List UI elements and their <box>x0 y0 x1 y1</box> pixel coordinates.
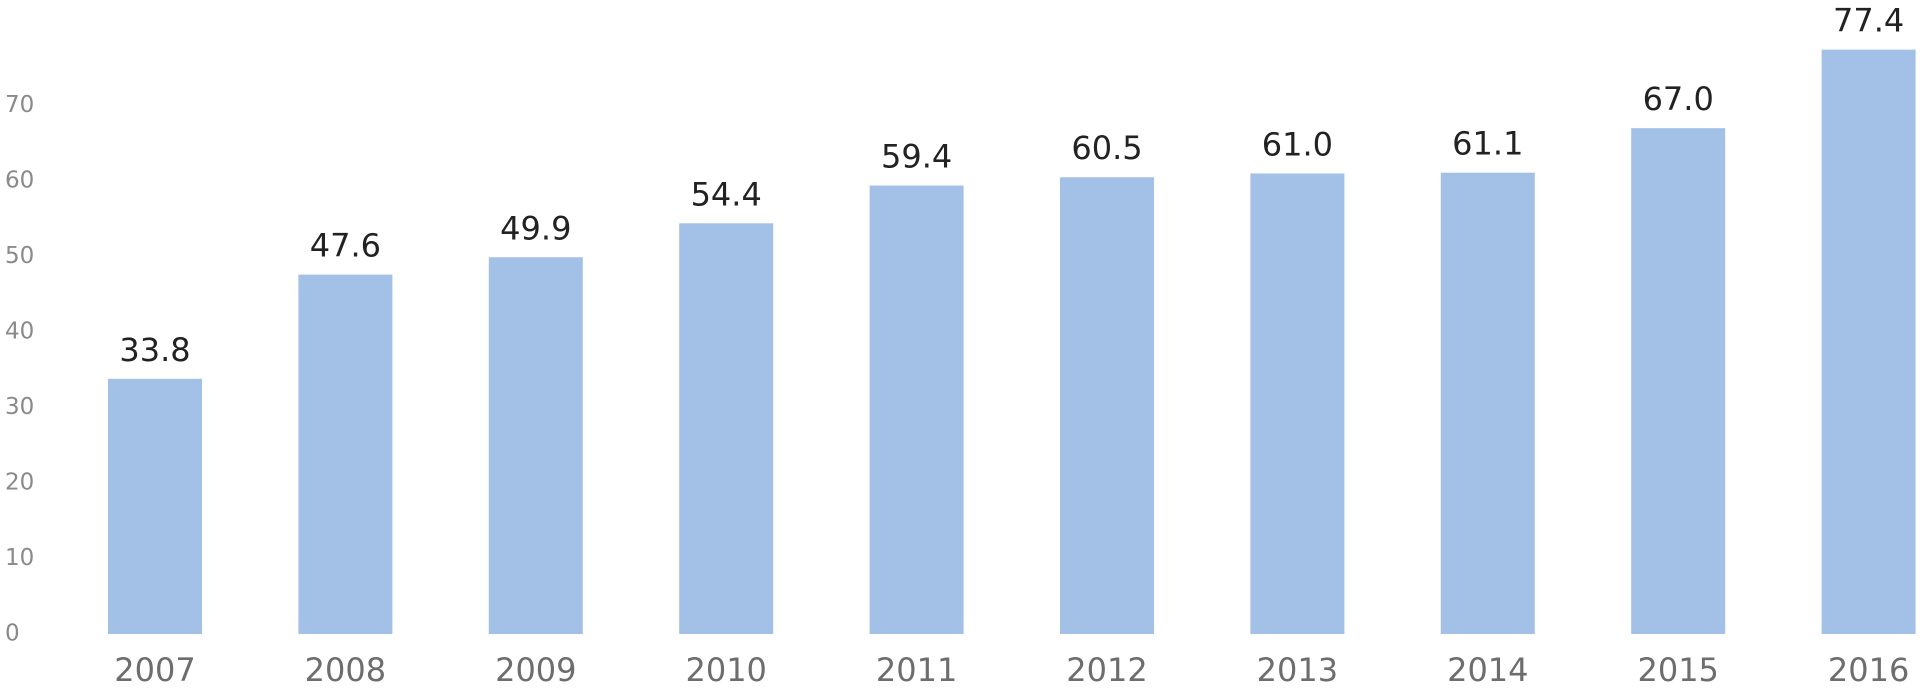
y-tick-label: 70 <box>5 92 34 118</box>
bar <box>1821 49 1916 634</box>
x-tick-label: 2011 <box>876 651 957 689</box>
bar <box>1060 177 1154 634</box>
y-tick-label: 40 <box>5 319 34 345</box>
y-tick-label: 10 <box>5 545 34 571</box>
bar <box>1631 128 1726 634</box>
value-label: 61.1 <box>1452 125 1523 163</box>
y-tick-label: 0 <box>5 621 20 647</box>
value-label: 67.0 <box>1643 80 1714 118</box>
bar <box>108 378 202 634</box>
value-label: 47.6 <box>310 227 381 265</box>
x-tick-label: 2012 <box>1066 651 1147 689</box>
x-tick-label: 2015 <box>1637 651 1718 689</box>
x-tick-label: 2014 <box>1447 651 1528 689</box>
bar <box>1440 172 1535 634</box>
x-tick-label: 2007 <box>114 651 195 689</box>
bar <box>488 257 583 634</box>
x-tick-label: 2013 <box>1257 651 1338 689</box>
y-tick-label: 20 <box>5 470 34 496</box>
x-tick-label: 2016 <box>1828 651 1909 689</box>
value-label: 54.4 <box>691 175 762 213</box>
bar <box>298 274 393 634</box>
x-tick-label: 2010 <box>685 651 766 689</box>
value-label: 61.0 <box>1262 125 1333 163</box>
y-tick-label: 60 <box>5 168 34 194</box>
y-tick-label: 50 <box>5 243 34 269</box>
y-tick-label: 30 <box>5 394 34 420</box>
bar <box>1250 173 1345 634</box>
x-tick-label: 2008 <box>305 651 386 689</box>
x-tick-label: 2009 <box>495 651 576 689</box>
value-label: 49.9 <box>500 209 571 247</box>
value-label: 60.5 <box>1071 129 1142 167</box>
bar <box>869 185 964 634</box>
value-label: 59.4 <box>881 138 952 176</box>
bar <box>679 223 774 634</box>
value-label: 77.4 <box>1833 2 1904 40</box>
value-label: 33.8 <box>119 331 190 369</box>
